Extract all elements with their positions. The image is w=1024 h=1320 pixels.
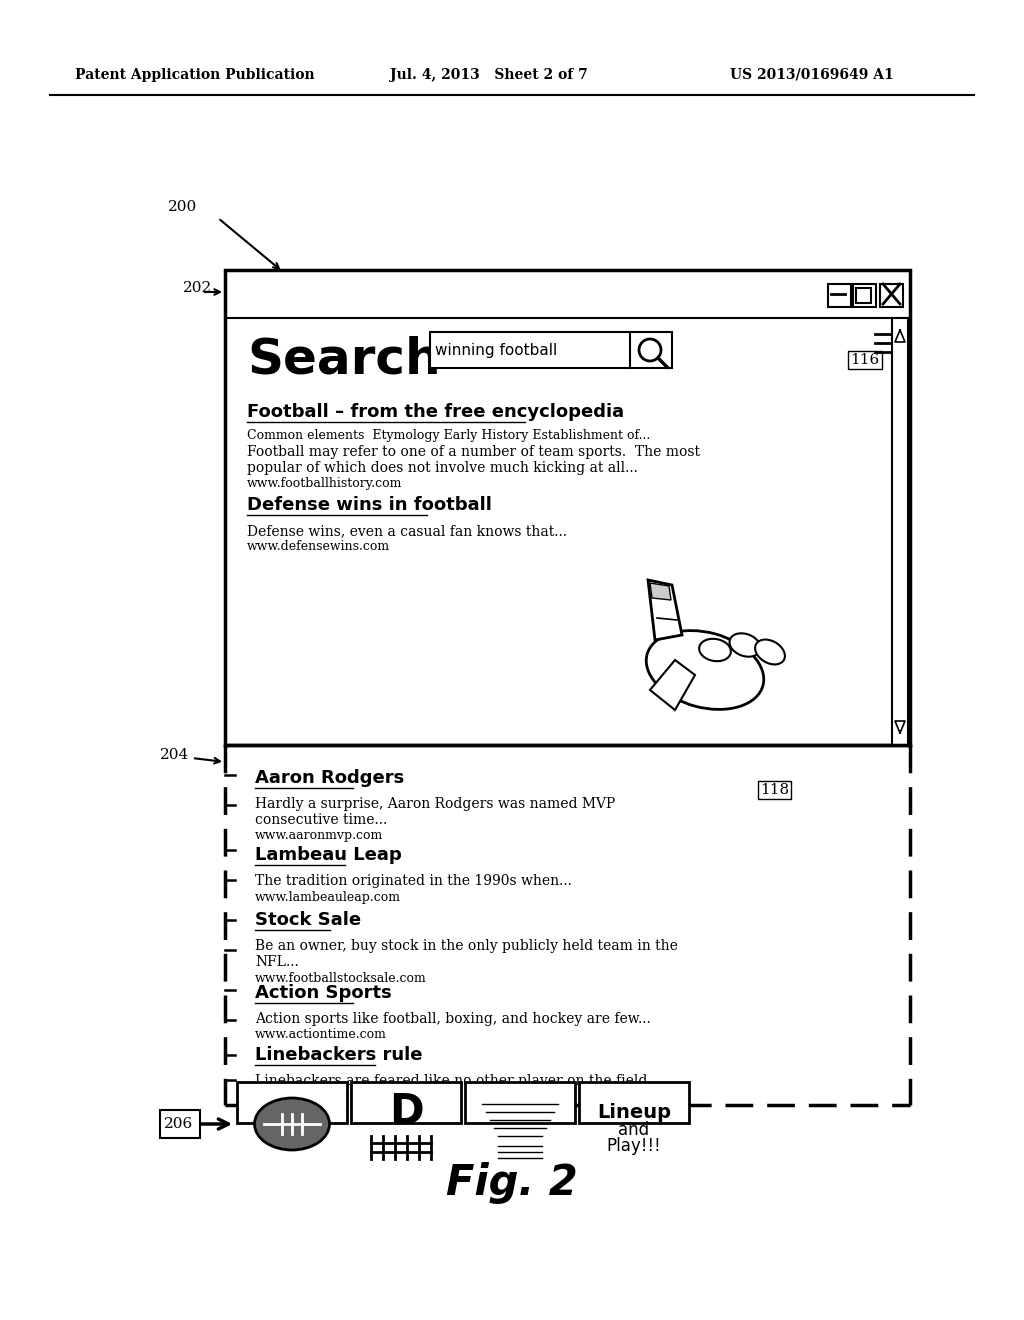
Text: US 2013/0169649 A1: US 2013/0169649 A1: [730, 69, 894, 82]
Text: 116: 116: [850, 352, 880, 367]
Text: 200: 200: [168, 201, 198, 214]
Text: Aaron Rodgers: Aaron Rodgers: [255, 770, 404, 787]
Text: popular of which does not involve much kicking at all...: popular of which does not involve much k…: [247, 461, 638, 475]
Text: Defense wins, even a casual fan knows that...: Defense wins, even a casual fan knows th…: [247, 524, 567, 539]
Text: Action sports like football, boxing, and hockey are few...: Action sports like football, boxing, and…: [255, 1012, 650, 1026]
Text: consecutive time...: consecutive time...: [255, 813, 387, 828]
Text: Hardly a surprise, Aaron Rodgers was named MVP: Hardly a surprise, Aaron Rodgers was nam…: [255, 797, 615, 810]
Text: The tradition originated in the 1990s when...: The tradition originated in the 1990s wh…: [255, 874, 571, 888]
Text: Play!!!: Play!!!: [606, 1137, 662, 1155]
Text: 202: 202: [183, 281, 212, 294]
Text: 206: 206: [164, 1117, 194, 1131]
Bar: [853, 284, 876, 308]
Bar: [225, 271, 910, 744]
Polygon shape: [648, 579, 682, 640]
Text: Stock Sale: Stock Sale: [255, 911, 361, 929]
Text: www.actiontime.com: www.actiontime.com: [255, 1028, 387, 1041]
Text: www.defensewins.com: www.defensewins.com: [247, 540, 390, 553]
Text: Football – from the free encyclopedia: Football – from the free encyclopedia: [247, 403, 624, 421]
Bar: [237, 1082, 347, 1123]
Bar: [430, 333, 672, 368]
Text: Lambeau Leap: Lambeau Leap: [255, 846, 401, 865]
Bar: [351, 1082, 461, 1123]
Text: Defense wins in football: Defense wins in football: [247, 496, 492, 513]
Ellipse shape: [699, 639, 731, 661]
Text: 204: 204: [160, 748, 189, 762]
Text: Linebackers rule: Linebackers rule: [255, 1045, 423, 1064]
Text: winning football: winning football: [435, 342, 557, 358]
Bar: [579, 1082, 689, 1123]
Bar: [856, 288, 871, 304]
Bar: [465, 1082, 575, 1123]
Text: www.aaronmvp.com: www.aaronmvp.com: [255, 829, 383, 842]
Text: Football may refer to one of a number of team sports.  The most: Football may refer to one of a number of…: [247, 445, 700, 459]
Text: Common elements  Etymology Early History Establishment of...: Common elements Etymology Early History …: [247, 429, 650, 442]
Bar: [160, 1110, 200, 1138]
Text: Action Sports: Action Sports: [255, 983, 392, 1002]
Text: NFL...: NFL...: [255, 954, 299, 969]
Text: Patent Application Publication: Patent Application Publication: [75, 69, 314, 82]
Polygon shape: [650, 583, 671, 601]
Text: 118: 118: [760, 783, 790, 797]
Bar: [828, 284, 851, 308]
Text: D: D: [389, 1092, 423, 1133]
Text: Lineup: Lineup: [597, 1102, 671, 1122]
Text: Fig. 2: Fig. 2: [446, 1162, 578, 1204]
Polygon shape: [650, 660, 695, 710]
Text: Linebackers are feared like no other player on the field...: Linebackers are feared like no other pla…: [255, 1074, 660, 1088]
Text: www.lambeauleap.com: www.lambeauleap.com: [255, 891, 401, 903]
Text: and: and: [618, 1121, 649, 1139]
Bar: [880, 284, 903, 308]
Text: Be an owner, buy stock in the only publicly held team in the: Be an owner, buy stock in the only publi…: [255, 939, 678, 953]
Ellipse shape: [646, 631, 764, 709]
Text: Jul. 4, 2013   Sheet 2 of 7: Jul. 4, 2013 Sheet 2 of 7: [390, 69, 588, 82]
Bar: [892, 318, 908, 744]
Text: Search: Search: [247, 337, 440, 384]
Text: www.footballhistory.com: www.footballhistory.com: [247, 478, 402, 491]
Ellipse shape: [729, 634, 761, 656]
Ellipse shape: [755, 640, 785, 664]
Text: www.linebackerattacker.com: www.linebackerattacker.com: [255, 1090, 438, 1104]
Ellipse shape: [255, 1098, 330, 1150]
Text: www.footballstocksale.com: www.footballstocksale.com: [255, 972, 427, 985]
